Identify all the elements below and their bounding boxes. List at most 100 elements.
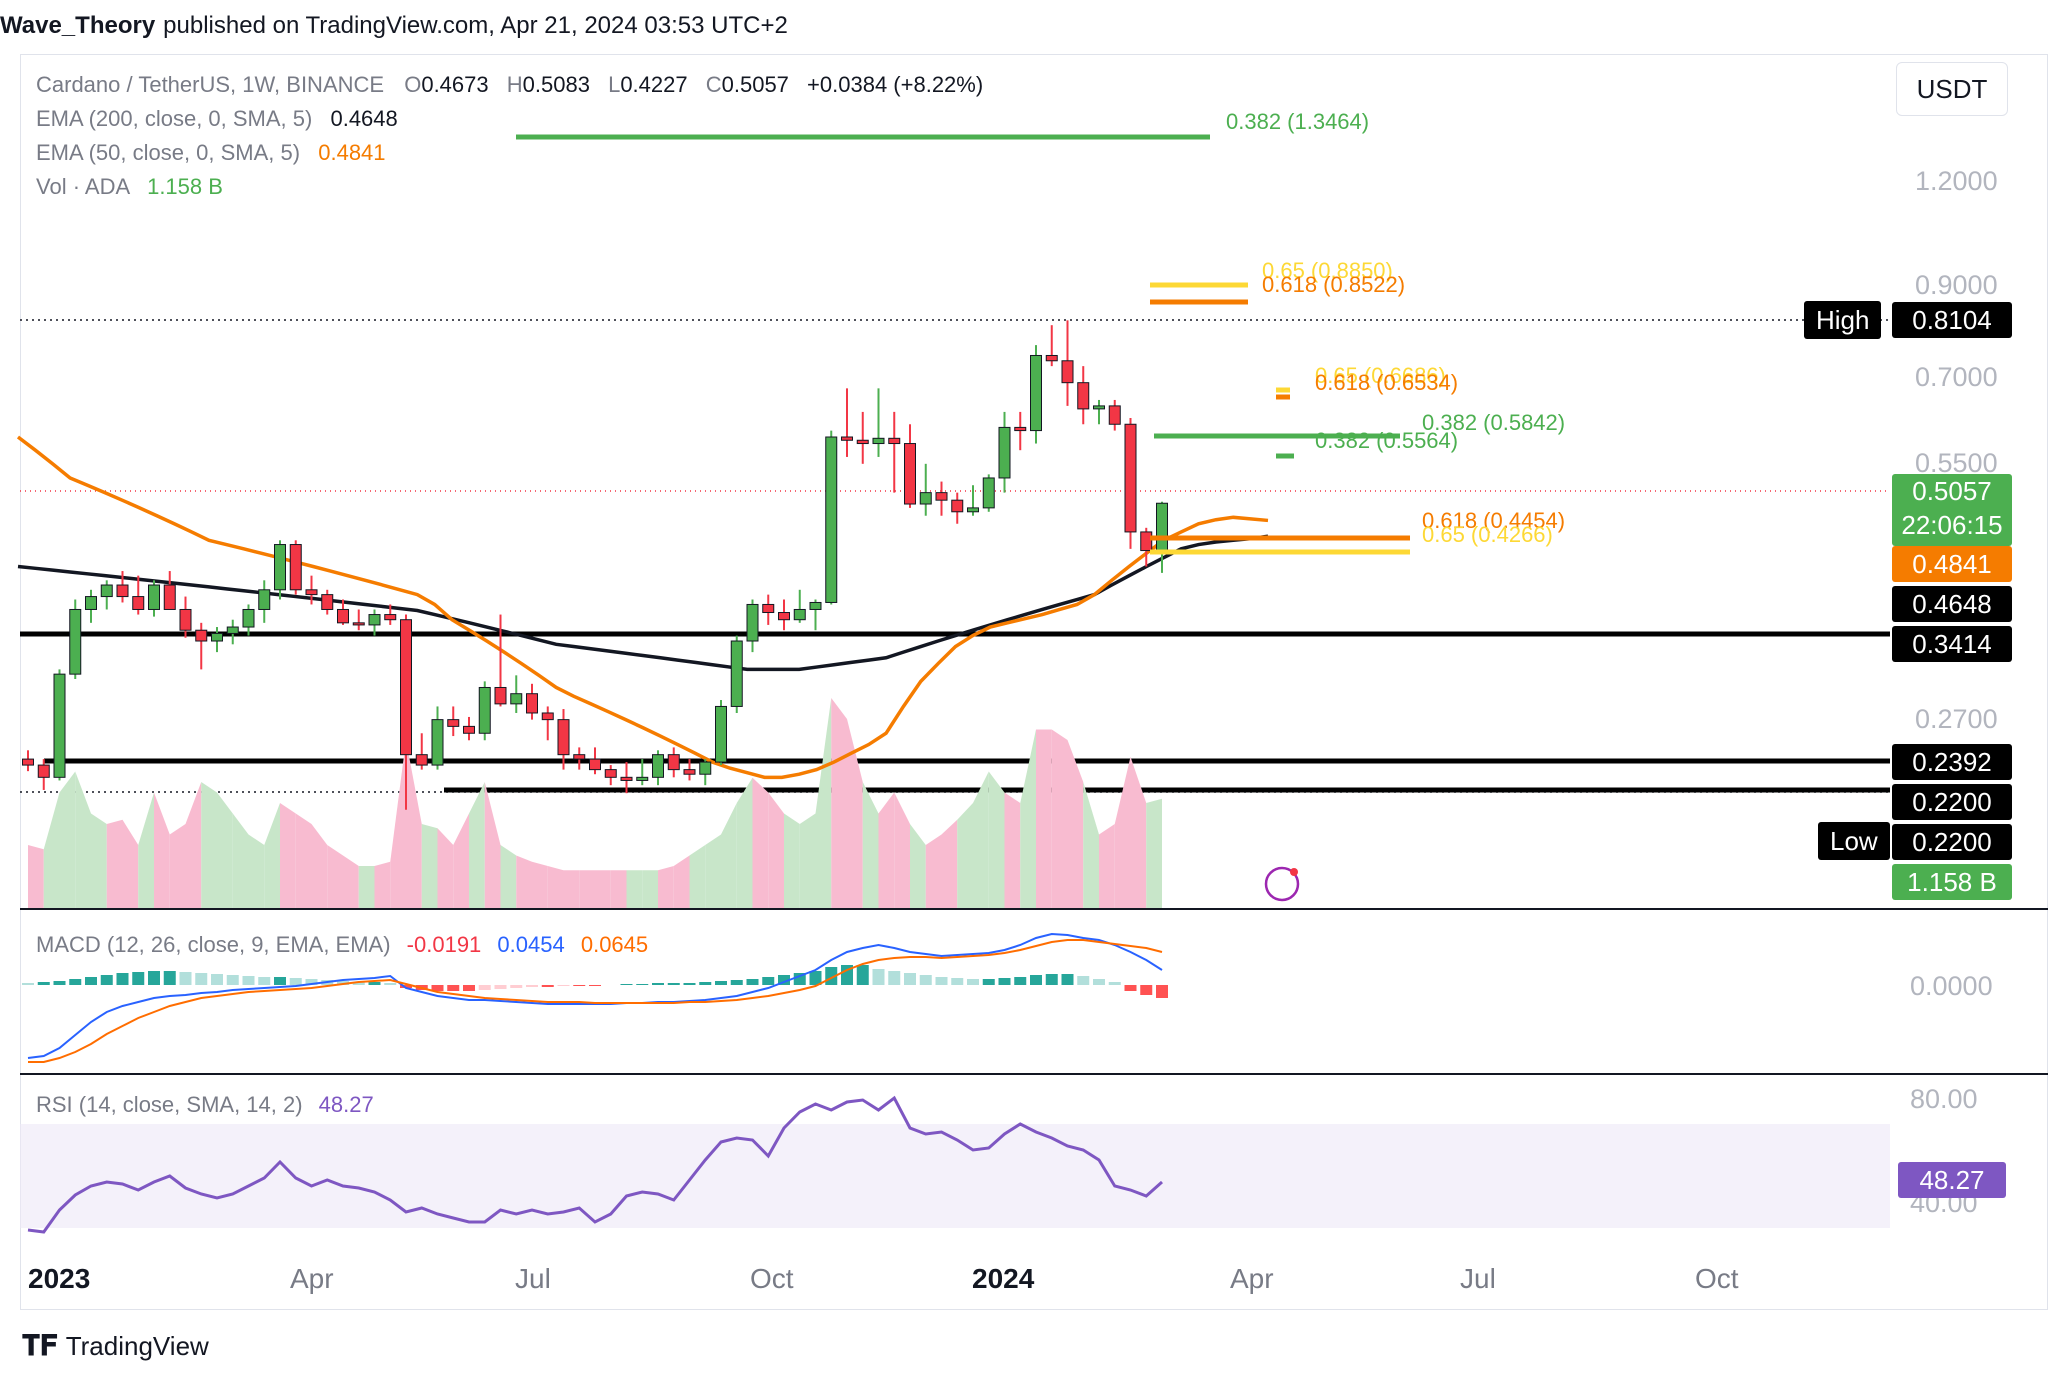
legend-ema50-label[interactable]: EMA (50, close, 0, SMA, 5): [36, 140, 301, 165]
candle-body[interactable]: [100, 584, 113, 598]
candle-body[interactable]: [431, 719, 444, 766]
candle-body[interactable]: [148, 584, 160, 610]
candle-body[interactable]: [1140, 531, 1153, 552]
candle-body[interactable]: [904, 443, 916, 505]
candle-body[interactable]: [1156, 502, 1168, 552]
candle-body[interactable]: [573, 754, 586, 760]
author-name[interactable]: Wave_Theory: [0, 12, 156, 39]
candle-body[interactable]: [69, 608, 82, 675]
legend-volume-label[interactable]: Vol · ADA: [36, 174, 129, 199]
candle-body[interactable]: [321, 594, 334, 610]
candle-body[interactable]: [384, 614, 397, 621]
candle-body[interactable]: [1030, 354, 1042, 432]
candle-body[interactable]: [919, 492, 932, 505]
candle-body[interactable]: [53, 673, 66, 778]
candle-body[interactable]: [37, 764, 50, 778]
candle-body[interactable]: [195, 629, 208, 642]
candle-body[interactable]: [998, 426, 1011, 479]
candle-body[interactable]: [510, 693, 523, 705]
candle-body[interactable]: [715, 705, 727, 763]
rsi-line[interactable]: [27, 1095, 1163, 1234]
candle-body[interactable]: [951, 499, 964, 513]
ema50-line[interactable]: [16, 435, 1269, 780]
candle-body[interactable]: [652, 754, 664, 778]
candle-body[interactable]: [841, 436, 853, 441]
candle-body[interactable]: [1061, 360, 1074, 384]
macd-label[interactable]: MACD (12, 26, close, 9, EMA, EMA): [36, 932, 391, 957]
candle-body[interactable]: [1014, 426, 1027, 432]
macd-histogram-bar: [652, 983, 664, 985]
candle-body[interactable]: [793, 608, 806, 621]
candle-body[interactable]: [526, 693, 538, 714]
candle-body[interactable]: [163, 584, 176, 610]
candle-body[interactable]: [211, 632, 223, 642]
candle-body[interactable]: [1077, 382, 1090, 410]
time-axis-label: Jul: [1460, 1263, 1496, 1294]
candle-body[interactable]: [242, 608, 255, 628]
volume-area-segment: [579, 870, 595, 908]
candle-body[interactable]: [935, 492, 948, 501]
candle-body[interactable]: [415, 754, 428, 766]
candle-body[interactable]: [274, 544, 286, 591]
volume-area-segment: [532, 861, 548, 908]
candle-body[interactable]: [289, 544, 302, 591]
candle-body[interactable]: [478, 686, 491, 734]
candle-body[interactable]: [1045, 354, 1058, 362]
candle-body[interactable]: [226, 626, 239, 634]
footer-brand[interactable]: TradingView: [65, 1331, 209, 1361]
rsi-label[interactable]: RSI (14, close, SMA, 14, 2): [36, 1092, 303, 1117]
legend-symbol[interactable]: Cardano / TetherUS, 1W, BINANCE: [36, 72, 385, 97]
ema200-line[interactable]: [17, 534, 1269, 672]
candle-body[interactable]: [856, 439, 869, 445]
alert-lightning-icon[interactable]: [1264, 866, 1300, 902]
candle-body[interactable]: [400, 619, 412, 756]
volume-area-segment: [1099, 824, 1115, 908]
volume-area-segment: [264, 803, 280, 908]
candle-body[interactable]: [636, 776, 649, 781]
candle-body[interactable]: [872, 437, 885, 445]
candle-body[interactable]: [589, 758, 601, 771]
candle-body[interactable]: [746, 603, 759, 642]
candle-body[interactable]: [541, 712, 554, 721]
candle-body[interactable]: [1093, 405, 1105, 410]
candle-body[interactable]: [667, 754, 680, 771]
candle-body[interactable]: [683, 769, 696, 775]
candle-body[interactable]: [368, 614, 381, 626]
candle-body[interactable]: [179, 608, 192, 631]
candle-body[interactable]: [888, 437, 901, 445]
macd-axis-label: 0.0000: [1910, 971, 1993, 1001]
candle-body[interactable]: [22, 758, 34, 766]
currency-button[interactable]: USDT: [1896, 62, 2008, 116]
candle-body[interactable]: [730, 640, 743, 707]
candle-body[interactable]: [809, 601, 822, 610]
candle-body[interactable]: [967, 507, 979, 513]
candle-body[interactable]: [494, 686, 507, 705]
candle-body[interactable]: [762, 603, 775, 614]
candle-body[interactable]: [620, 776, 633, 781]
candle-body[interactable]: [463, 725, 475, 734]
candle-body[interactable]: [982, 477, 995, 509]
candle-body[interactable]: [825, 436, 838, 603]
candle-body[interactable]: [1124, 423, 1137, 533]
time-axis-label: Oct: [1695, 1263, 1739, 1294]
macd-histogram-bar: [998, 978, 1011, 985]
candle-body[interactable]: [557, 719, 570, 756]
candle-body[interactable]: [305, 589, 318, 596]
candle-body[interactable]: [604, 769, 617, 778]
volume-area-segment: [343, 855, 359, 908]
candle-body[interactable]: [447, 719, 460, 727]
legend-ema200-label[interactable]: EMA (200, close, 0, SMA, 5): [36, 106, 313, 131]
macd-histogram-bar: [1014, 977, 1027, 985]
candle-body[interactable]: [1108, 405, 1121, 425]
candle-body[interactable]: [116, 584, 129, 598]
macd-signal-line[interactable]: [28, 939, 1163, 1063]
candle-body[interactable]: [337, 608, 349, 624]
candle-body[interactable]: [778, 612, 790, 621]
candle-body[interactable]: [132, 596, 145, 610]
candle-body[interactable]: [352, 622, 365, 626]
candle-body[interactable]: [85, 596, 97, 610]
tradingview-logo-icon[interactable]: 𝐓𝐅: [22, 1330, 58, 1361]
candle-body[interactable]: [258, 589, 271, 610]
candle-body[interactable]: [699, 761, 712, 775]
